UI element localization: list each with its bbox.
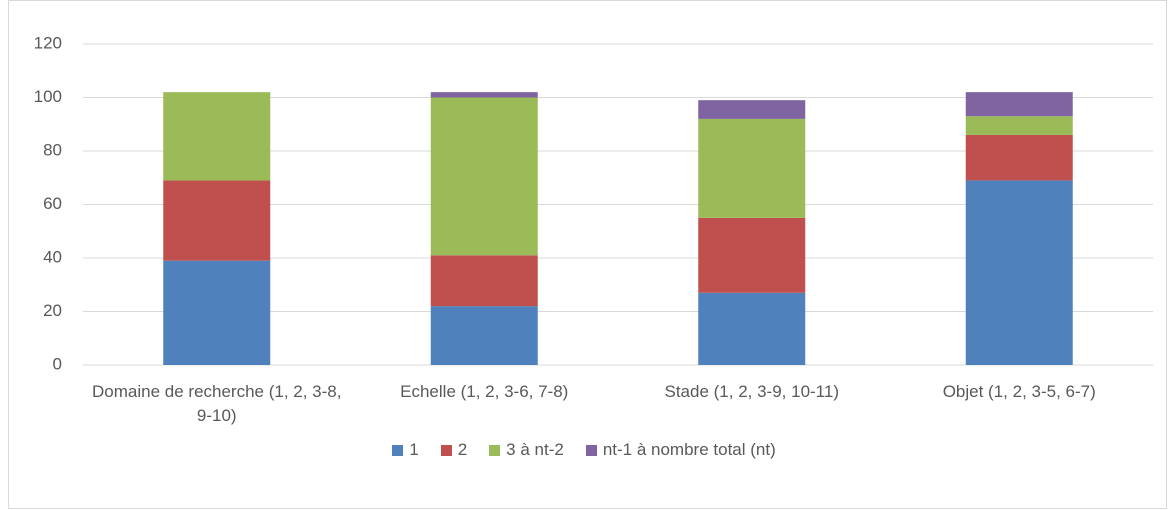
legend-item: 1 [392,440,419,460]
bar-segment [163,260,271,365]
chart-frame [8,0,1167,509]
bar-segment [163,180,271,261]
legend-swatch [489,444,501,456]
bar-segment [965,92,1073,117]
bar-segment [163,92,271,181]
y-tick-label: 40 [43,247,62,266]
legend-label: 2 [457,440,468,459]
x-tick-label: Objet (1, 2, 3-5, 6-7) [942,382,1096,401]
y-tick-label: 20 [43,301,62,320]
legend-label: 1 [409,440,419,459]
y-tick-label: 100 [34,87,62,106]
x-tick-label: Echelle (1, 2, 3-6, 7-8) [400,382,569,401]
legend: 1 2 3 à nt-2 nt-1 à nombre total (nt) [0,440,1168,460]
legend-label: 3 à nt-2 [506,440,564,459]
legend-label: nt-1 à nombre total (nt) [602,440,776,459]
y-tick-label: 60 [43,194,62,213]
bar-segment [698,292,806,365]
legend-item: 2 [440,440,468,460]
bar-segment [965,180,1073,365]
y-tick-label: 80 [43,140,62,159]
x-tick-label: Stade (1, 2, 3-9, 10-11) [664,382,839,401]
bar-segment [698,217,806,293]
legend-swatch [585,444,597,456]
bar-segment [698,118,806,218]
bar-segment [430,92,538,98]
y-tick-label: 120 [34,33,62,52]
bar-segment [430,97,538,256]
legend-swatch [440,444,452,456]
bar-segment [430,306,538,365]
bar-segment [965,116,1073,135]
x-tick-label: Domaine de recherche (1, 2, 3-8, 9-10) [92,382,342,425]
legend-swatch [392,444,404,456]
y-tick-label: 0 [53,354,62,373]
legend-item: 3 à nt-2 [489,440,564,460]
legend-item: nt-1 à nombre total (nt) [585,440,776,460]
bar-segment [698,100,806,119]
bar-segment [430,255,538,307]
bar-segment [965,134,1073,181]
